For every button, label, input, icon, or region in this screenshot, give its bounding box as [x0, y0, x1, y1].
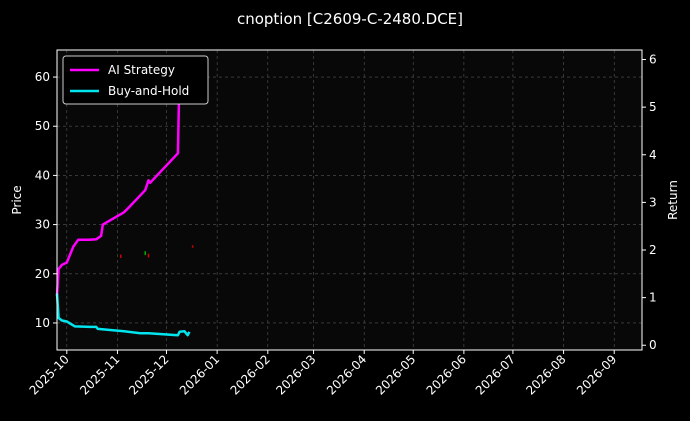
y-left-tick-label: 60	[35, 70, 50, 84]
y-axis-right-label: Return	[666, 180, 680, 220]
y-right-tick-label: 6	[649, 53, 657, 67]
legend-label-ai-strategy: AI Strategy	[108, 63, 175, 77]
y-right-tick-label: 1	[649, 291, 657, 305]
legend-box	[62, 55, 209, 105]
y-right-tick-label: 0	[649, 338, 657, 352]
y-left-tick-label: 30	[35, 218, 50, 232]
y-left-tick-label: 50	[35, 119, 50, 133]
series-line-buy-and-hold	[55, 293, 191, 337]
legend: AI Strategy Buy-and-Hold	[62, 55, 209, 105]
y-axis-left-label: Price	[10, 185, 24, 214]
y-left-tick-label: 20	[35, 267, 50, 281]
y-right-tick-label: 3	[649, 195, 657, 209]
y-left-tick-label: 40	[35, 168, 50, 182]
chart-title: cnoption [C2609-C-2480.DCE]	[237, 10, 463, 28]
series-line-ai-strategy	[55, 61, 189, 296]
y-right-tick-label: 4	[649, 148, 657, 162]
legend-label-buy-and-hold: Buy-and-Hold	[108, 84, 189, 98]
trade-markers	[119, 245, 194, 259]
series-layer	[55, 61, 191, 337]
y-left-tick-label: 10	[35, 316, 50, 330]
plot-frame	[56, 49, 643, 351]
y-right-tick-label: 5	[649, 100, 657, 114]
y-right-tick-label: 2	[649, 243, 657, 257]
